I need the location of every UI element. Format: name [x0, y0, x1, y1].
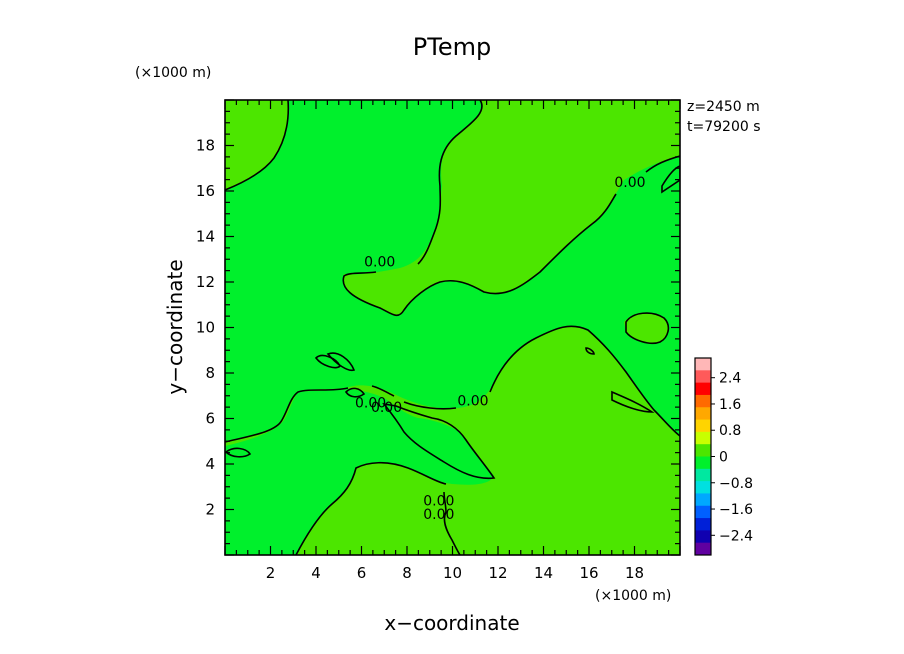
time-info: t=79200 s [687, 119, 761, 135]
contour-line [382, 402, 496, 480]
x-tick-label: 6 [357, 564, 367, 582]
x-tick-label: 2 [266, 564, 276, 582]
colorbar-segment [695, 358, 711, 371]
colorbar-tick-label: 0.8 [719, 423, 741, 439]
colorbar: 2.4 1.6 0.8 0 −0.8 −1.6 −2.4 [694, 357, 753, 556]
x-tick-label: 18 [625, 564, 644, 582]
colorbar-segment [695, 518, 711, 531]
y-tick-labels: 2 4 6 8 10 12 14 16 18 [196, 137, 215, 519]
colorbar-tick-label: −0.8 [719, 476, 753, 492]
colorbar-segment [695, 542, 711, 556]
y-tick-label: 14 [196, 228, 215, 246]
colorbar-segment [695, 431, 711, 445]
y-axis-label: y−coordinate [163, 259, 187, 394]
plot-area: 0.000.000.00 0.000.000.000.00 [224, 99, 681, 556]
contour-line [585, 347, 595, 355]
y-tick-label: 6 [205, 410, 215, 428]
colorbar-tick-label: −1.6 [719, 502, 753, 518]
contour-line [326, 352, 356, 372]
contour-label: 0.00 [423, 493, 454, 509]
contour-line [344, 387, 366, 398]
x-unit-label: (×1000 m) [595, 588, 671, 604]
x-tick-label: 16 [579, 564, 598, 582]
contour-label: 0.00 [364, 255, 395, 271]
contour-line [625, 312, 670, 345]
x-tick-label: 14 [534, 564, 553, 582]
y-tick-label: 10 [196, 319, 215, 337]
x-tick-label: 12 [488, 564, 507, 582]
y-tick-label: 16 [196, 182, 215, 200]
colorbar-segment [695, 493, 711, 507]
field-fill-positive-region [624, 313, 669, 344]
contour-label: 0.00 [355, 396, 386, 412]
contour-line [225, 447, 252, 458]
plot-frame [224, 99, 681, 556]
contour-labels: 0.000.000.00 0.000.000.000.00 [355, 175, 646, 523]
colorbar-segment [695, 419, 711, 433]
colorbar-tick-label: 1.6 [719, 397, 741, 413]
y-tick-label: 2 [205, 501, 215, 519]
x-tick-labels: 2 4 6 8 10 12 14 16 18 [266, 564, 644, 582]
colorbar-tick-label: 0 [719, 450, 728, 466]
contour-label: 0.00 [614, 175, 645, 191]
field-fill-positive-region [225, 326, 680, 555]
field-fill-positive-region [225, 100, 289, 190]
colorbar-segment [695, 456, 711, 470]
colorbar-segment [695, 468, 711, 482]
height-info: z=2450 m [687, 99, 760, 115]
colorbar-segment [695, 394, 711, 408]
x-tick-label: 10 [443, 564, 462, 582]
y-tick-label: 4 [205, 455, 215, 473]
x-axis-label: x−coordinate [384, 611, 519, 635]
y-tick-label: 12 [196, 273, 215, 291]
contour-line [225, 100, 290, 191]
contour-line [225, 325, 680, 443]
colorbar-tick-label: 2.4 [719, 371, 741, 387]
colorbar-segment [695, 444, 711, 457]
contour-label: 0.00 [457, 393, 488, 409]
field-fill-positive-region [225, 100, 680, 316]
colorbar-segment [695, 530, 711, 544]
colorbar-segment [695, 370, 711, 384]
colorbar-segment [695, 407, 711, 421]
colorbar-segment [695, 505, 711, 519]
contour-label: 0.00 [371, 400, 402, 416]
colorbar-segment [695, 382, 711, 396]
y-tick-label: 8 [205, 364, 215, 382]
y-tick-label: 18 [196, 137, 215, 155]
contour-label: 0.00 [423, 507, 454, 523]
y-unit-label: (×1000 m) [135, 65, 211, 81]
chart-title: PTemp [413, 33, 491, 61]
colorbar-segment [695, 481, 711, 494]
x-tick-label: 4 [311, 564, 321, 582]
contour-line [295, 461, 461, 555]
contour-line [661, 165, 680, 194]
contour-line [611, 390, 655, 413]
x-tick-label: 8 [402, 564, 412, 582]
colorbar-tick-label: −2.4 [719, 528, 753, 544]
